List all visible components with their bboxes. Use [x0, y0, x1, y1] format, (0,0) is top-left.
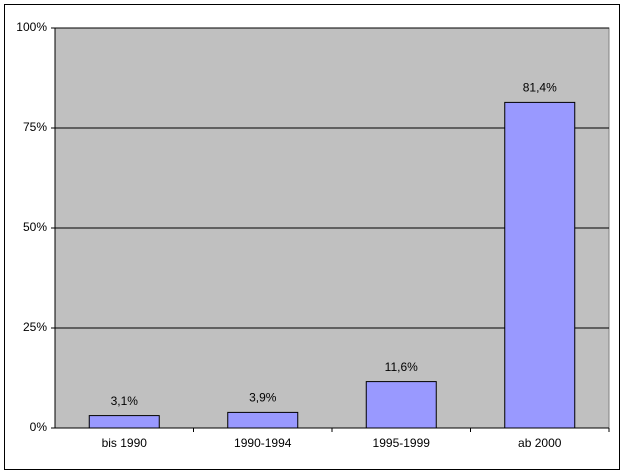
value-label: 3,9% — [249, 391, 277, 405]
y-tick-label: 75% — [23, 120, 47, 134]
bar — [504, 101, 576, 429]
y-tick-label: 0% — [30, 420, 48, 434]
x-tick-label: 1995-1999 — [373, 436, 431, 450]
bar — [88, 415, 160, 429]
bar — [227, 411, 299, 429]
x-tick-label: ab 2000 — [518, 436, 562, 450]
bar — [365, 381, 437, 429]
x-tick-label: 1990-1994 — [234, 436, 292, 450]
y-tick-label: 25% — [23, 320, 47, 334]
x-tick-label: bis 1990 — [102, 436, 148, 450]
value-label: 81,4% — [523, 81, 557, 95]
value-label: 11,6% — [385, 360, 418, 374]
y-tick-label: 100% — [16, 20, 47, 34]
y-tick-label: 50% — [23, 220, 47, 234]
value-label: 3,1% — [111, 394, 139, 408]
